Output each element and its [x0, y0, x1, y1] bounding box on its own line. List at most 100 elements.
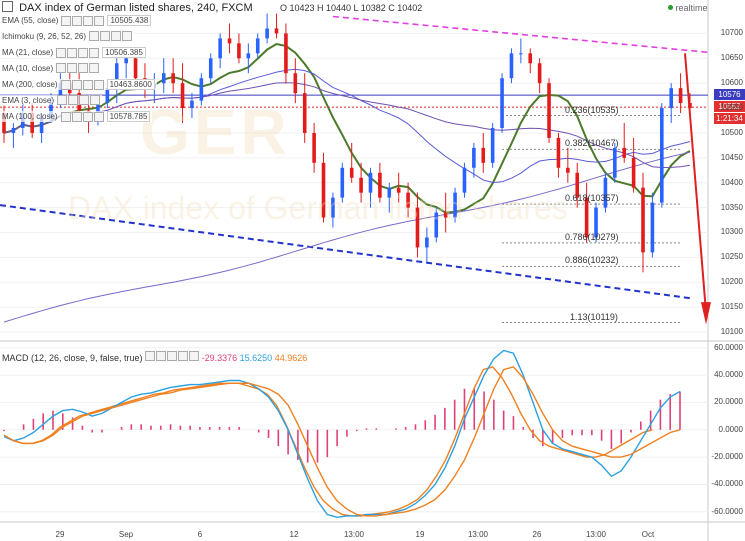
- candle-body: [509, 53, 514, 79]
- symbol-title: DAX index of German listed shares, 240, …: [19, 2, 253, 14]
- candle-body: [218, 38, 222, 59]
- macd-hist-value: -29.3376: [201, 353, 238, 363]
- time-tick-label: 26: [532, 530, 542, 539]
- candle-body: [321, 162, 326, 218]
- candle-body: [434, 212, 439, 238]
- realtime-indicator: realtime: [668, 3, 708, 13]
- candle-body: [105, 88, 110, 104]
- chart-title: DAX index of German listed shares, 240, …: [2, 1, 253, 14]
- price-tag: 10552: [714, 101, 745, 113]
- fib-label: 1.13(10119): [570, 311, 618, 322]
- macd-tick-label: -20.0000: [711, 452, 743, 462]
- indicator-controls[interactable]: [56, 47, 100, 58]
- macd-value: 44.9626: [274, 353, 308, 363]
- indicator-row[interactable]: MA (10, close): [0, 63, 102, 73]
- ma100-line: [3, 82, 691, 169]
- candle-body: [190, 100, 194, 109]
- candle-body: [293, 73, 298, 94]
- macd-signal-line: [3, 366, 681, 517]
- indicator-row[interactable]: MA (200, close) 10463.8600: [0, 79, 157, 90]
- candle-body: [556, 137, 561, 168]
- indicator-row[interactable]: MA (21, close) 10506.385: [0, 47, 148, 58]
- price-tick-label: 10450: [720, 152, 743, 162]
- candle-body: [406, 192, 410, 208]
- indicator-row[interactable]: MA (100, close) 10578.785: [0, 111, 153, 122]
- fib-label: 0.236(10535): [565, 104, 619, 115]
- candle-body: [208, 58, 213, 79]
- candle-body: [349, 167, 354, 178]
- price-tick-label: 10700: [720, 28, 743, 38]
- macd-tick-label: 20.0000: [714, 397, 743, 407]
- indicator-value: 10463.8600: [106, 79, 155, 90]
- candle-body: [462, 167, 467, 193]
- time-tick-label: 13:00: [467, 530, 489, 539]
- candle-body: [603, 177, 608, 208]
- macd-tick-label: 0.0000: [718, 424, 743, 434]
- candle-body: [537, 63, 542, 84]
- candle-body: [11, 127, 16, 133]
- fib-label: 0.886(10232): [565, 255, 619, 266]
- candle-body: [613, 147, 617, 178]
- price-panel: [0, 14, 708, 335]
- ma21-line: [3, 42, 691, 214]
- indicator-controls[interactable]: [61, 15, 105, 26]
- fib-label: 0.618(10357): [565, 193, 619, 204]
- candle-body: [359, 177, 363, 193]
- macd-controls[interactable]: [145, 351, 200, 361]
- candle-body: [30, 113, 34, 133]
- collapse-icon[interactable]: [2, 1, 13, 12]
- time-tick-label: Sep: [118, 530, 134, 539]
- candle-body: [171, 73, 175, 84]
- indicator-controls[interactable]: [60, 111, 104, 122]
- candle-body: [387, 187, 392, 198]
- candle-body: [180, 83, 185, 109]
- time-tick-label: Oct: [641, 530, 655, 539]
- candle-body: [481, 147, 486, 163]
- candle-body: [237, 43, 241, 59]
- candle-body: [161, 73, 166, 84]
- candle-body: [49, 103, 53, 119]
- indicator-row[interactable]: Ichimoku (9, 26, 52, 26): [0, 31, 135, 41]
- candle-body: [96, 103, 100, 119]
- price-tick-label: 10100: [720, 327, 743, 336]
- candle-body: [547, 83, 551, 138]
- time-tick-label: 12: [289, 530, 299, 539]
- indicator-controls[interactable]: [56, 63, 100, 73]
- candle-body: [255, 38, 260, 54]
- macd-line: [3, 349, 681, 519]
- candle-body: [340, 167, 345, 198]
- candle-body: [227, 38, 232, 44]
- candle-body: [284, 33, 288, 74]
- indicator-controls[interactable]: [60, 79, 104, 90]
- candle-body: [199, 78, 204, 101]
- indicator-label: Ichimoku (9, 26, 52, 26): [2, 31, 87, 41]
- candle-body: [500, 78, 504, 128]
- indicator-label: MA (21, close): [2, 48, 54, 57]
- candle-body: [443, 212, 448, 218]
- indicator-controls[interactable]: [57, 95, 101, 105]
- candle-body: [415, 207, 420, 248]
- realtime-dot-icon: [668, 5, 673, 10]
- indicator-value: 10506.385: [102, 47, 146, 58]
- candle-body: [331, 197, 335, 218]
- price-tick-label: 10400: [720, 177, 743, 187]
- time-tick-label: 29: [55, 530, 65, 539]
- candle-body: [312, 132, 316, 163]
- projection-arrow: [684, 53, 707, 313]
- support-trendline: [0, 204, 691, 300]
- candle-body: [265, 28, 269, 39]
- indicator-controls[interactable]: [89, 31, 133, 41]
- price-tick-label: 10350: [720, 202, 743, 212]
- price-tag: 1:21:34: [714, 113, 745, 125]
- price-tag: 10576: [714, 89, 745, 101]
- indicator-row[interactable]: EMA (55, close) 10505.438: [0, 15, 154, 26]
- candle-body: [472, 147, 476, 168]
- macd-legend: MACD (12, 26, close, 9, false, true) -29…: [2, 351, 307, 363]
- price-tick-label: 10500: [720, 127, 743, 137]
- indicator-label: EMA (55, close): [2, 16, 59, 25]
- candle-body: [425, 237, 429, 248]
- indicator-row[interactable]: EMA (3, close): [0, 95, 103, 105]
- candle-body: [566, 167, 570, 173]
- candle-body: [631, 157, 636, 188]
